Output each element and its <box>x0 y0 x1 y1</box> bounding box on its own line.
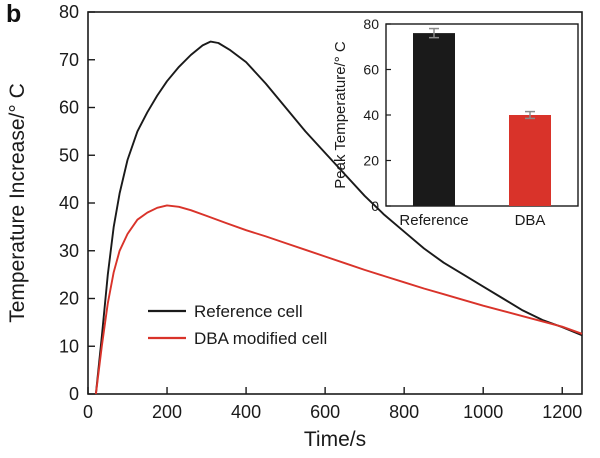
x-tick-label: 200 <box>152 402 182 422</box>
inset-category-label: Reference <box>399 212 468 229</box>
inset-y-tick-label: 20 <box>363 153 379 169</box>
y-axis-title: Temperature Increase/° C <box>6 83 29 323</box>
x-tick-label: 800 <box>389 402 419 422</box>
x-axis-title: Time/s <box>304 428 366 451</box>
series-line-reference <box>94 40 583 395</box>
y-tick-label: 40 <box>59 193 79 213</box>
y-tick-label: 0 <box>69 384 79 404</box>
legend-label: Reference cell <box>194 302 303 321</box>
x-tick-label: 1200 <box>542 402 582 422</box>
bar-reference <box>413 33 455 206</box>
y-tick-label: 70 <box>59 50 79 70</box>
x-tick-label: 400 <box>231 402 261 422</box>
x-tick-label: 1000 <box>463 402 503 422</box>
y-tick-label: 80 <box>59 2 79 22</box>
inset-y-tick-label: 40 <box>363 107 379 123</box>
y-tick-label: 30 <box>59 241 79 261</box>
inset-y-tick-label: 80 <box>363 16 379 32</box>
bar-dba <box>509 115 551 206</box>
inset-y-tick-label: 60 <box>363 62 379 78</box>
inset-y-axis-title: Peak Temperature/° C <box>332 41 349 189</box>
inset-y-tick-label: 0 <box>371 198 379 214</box>
x-tick-label: 600 <box>310 402 340 422</box>
x-tick-label: 0 <box>83 402 93 422</box>
y-tick-label: 60 <box>59 98 79 118</box>
series-line-dba <box>94 204 583 395</box>
panel-label: b <box>6 0 22 28</box>
inset-category-label: DBA <box>515 212 546 229</box>
y-tick-label: 50 <box>59 145 79 165</box>
y-tick-label: 20 <box>59 289 79 309</box>
inset-bar-chart: 0 20 40 60 80 Peak Temperature/° C Reference DB… <box>332 16 579 229</box>
y-tick-label: 10 <box>59 336 79 356</box>
legend-label: DBA modified cell <box>194 329 327 348</box>
